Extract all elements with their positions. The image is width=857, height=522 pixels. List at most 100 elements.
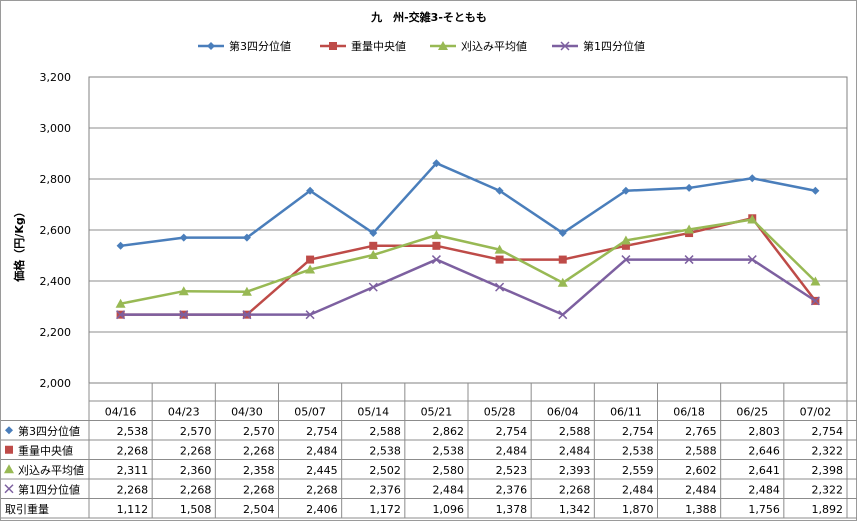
- data-point: [810, 276, 821, 286]
- table-cell: 2,862: [433, 425, 465, 438]
- legend-label: 刈込み平均値: [461, 40, 527, 53]
- table-cell: 2,538: [433, 445, 465, 458]
- x-tick-label: 04/30: [231, 406, 263, 419]
- series-line: [120, 217, 817, 316]
- table-legend-key: [5, 426, 13, 435]
- legend-item: 重量中央値: [320, 39, 406, 53]
- table-cell: 2,376: [369, 484, 401, 497]
- data-point: [369, 229, 378, 238]
- table-cell: 2,484: [306, 445, 338, 458]
- table-cell: 2,268: [559, 484, 591, 497]
- data-point: [369, 241, 378, 250]
- table-cell: 2,754: [622, 425, 654, 438]
- table-cell: 2,803: [748, 425, 780, 438]
- table-cell: 2,538: [622, 445, 654, 458]
- data-point: [179, 233, 188, 242]
- data-point: [748, 174, 757, 183]
- legend-label: 第3四分位値: [229, 39, 291, 53]
- data-table: 04/16 04/23 04/30 05/07 05/14 05/21 05/28 06/04…: [1, 383, 857, 519]
- x-tick-label: 04/23: [168, 406, 200, 419]
- x-tick-label: 06/11: [610, 406, 642, 419]
- legend-item: 刈込み平均値: [430, 40, 527, 53]
- y-tick-label: 2,800: [40, 173, 72, 186]
- table-cell: 2,580: [433, 464, 465, 477]
- table-cell: 2,268: [117, 445, 149, 458]
- y-tick-label: 2,400: [40, 275, 72, 288]
- series-3: [115, 214, 821, 308]
- x-tick-label: 05/28: [484, 406, 516, 419]
- table-cell: 2,484: [622, 484, 654, 497]
- x-tick-label: 06/18: [673, 406, 705, 419]
- data-point: [495, 282, 505, 292]
- legend-marker: [329, 42, 337, 50]
- table-cell: 2,484: [748, 484, 780, 497]
- data-point: [810, 296, 820, 306]
- table-cell: 2,445: [306, 464, 338, 477]
- data-point: [811, 186, 820, 195]
- table-cell: 2,376: [496, 484, 528, 497]
- data-point: [431, 230, 442, 240]
- table-cell: 2,311: [117, 464, 149, 477]
- table-cell: 2,570: [243, 425, 275, 438]
- table-cell: 2,268: [243, 445, 275, 458]
- gridlines: [89, 127, 847, 333]
- data-point: [495, 255, 504, 264]
- data-point: [557, 277, 568, 287]
- x-tick-label: 05/07: [294, 406, 326, 419]
- table-cell: 1,756: [748, 503, 780, 516]
- data-point: [558, 255, 567, 264]
- data-point: [116, 241, 125, 250]
- data-point: [115, 298, 126, 308]
- legend: 第3四分位値 重量中央値 刈込み平均値 第1四分位値: [198, 39, 645, 53]
- data-point: [621, 186, 630, 195]
- table-cell: 1,378: [496, 503, 528, 516]
- table-cell: 1,508: [180, 503, 212, 516]
- data-point: [747, 255, 757, 265]
- data-point: [368, 282, 378, 292]
- data-point: [306, 186, 315, 195]
- table-cell: 1,172: [369, 503, 401, 516]
- table-cell: 2,268: [306, 484, 338, 497]
- table-row: 第3四分位値 2,538 2,570 2,570 2,754 2,588 2,862 2,75…: [5, 424, 843, 438]
- table-cell: 1,096: [433, 503, 465, 516]
- y-tick-label: 2,000: [40, 377, 72, 390]
- table-row: 重量中央値 2,268 2,268 2,268 2,484 2,538 2,538 2,484…: [5, 444, 843, 458]
- table-cell: 2,754: [306, 425, 338, 438]
- table-cell: 2,484: [433, 484, 465, 497]
- table-row: 第1四分位値 2,268 2,268 2,268 2,268 2,376 2,484 2,37…: [4, 483, 843, 497]
- x-tick-label: 06/25: [736, 406, 768, 419]
- table-cell: 2,559: [622, 464, 654, 477]
- table-cell: 2,484: [559, 445, 591, 458]
- data-point: [242, 233, 251, 242]
- table-cell: 2,504: [243, 503, 275, 516]
- table-cell: 2,268: [117, 484, 149, 497]
- table-legend-key: [4, 484, 14, 494]
- table-cell: 1,342: [559, 503, 591, 516]
- data-point: [305, 310, 315, 320]
- table-cell: 2,268: [180, 484, 212, 497]
- table-cell: 2,538: [117, 425, 149, 438]
- series-line: [120, 161, 816, 248]
- data-point: [494, 244, 505, 254]
- chart-title: 九 州-交雑3-そともも: [370, 10, 487, 24]
- legend-label: 第1四分位値: [583, 39, 645, 53]
- legend-label: 重量中央値: [351, 39, 406, 53]
- table-cell: 2,268: [243, 484, 275, 497]
- table-cell: 2,268: [180, 445, 212, 458]
- series-4: [116, 255, 820, 320]
- data-point: [558, 310, 568, 320]
- table-cell: 2,570: [180, 425, 212, 438]
- data-point: [432, 159, 441, 168]
- series-1: [116, 159, 820, 250]
- y-tick-label: 2,200: [40, 326, 72, 339]
- table-legend-key: [5, 445, 13, 454]
- table-row-label: 刈込み平均値: [18, 464, 84, 477]
- table-cell: 2,322: [812, 445, 844, 458]
- table-cell: 2,398: [812, 464, 844, 477]
- data-point: [368, 249, 379, 259]
- series-group: [115, 159, 821, 320]
- table-row: 刈込み平均値 2,311 2,360 2,358 2,445 2,502 2,580 2,52…: [4, 464, 843, 477]
- data-point: [306, 255, 315, 264]
